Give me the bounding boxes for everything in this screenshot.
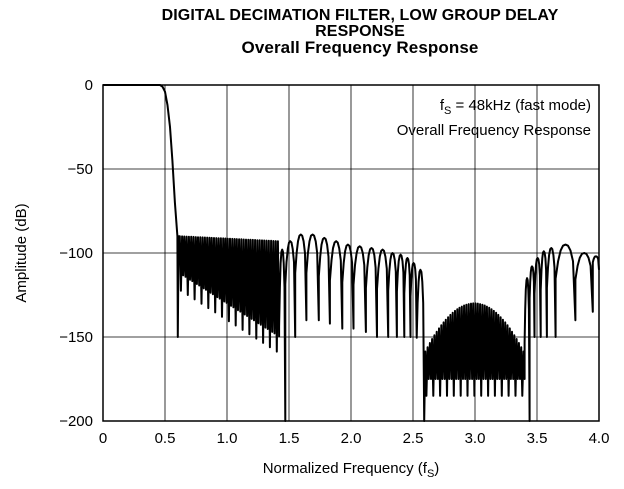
x-tick-label: 2.0 xyxy=(341,430,362,447)
y-axis-label: Amplitude (dB) xyxy=(13,203,30,302)
x-tick-label: 1.0 xyxy=(217,430,238,447)
y-tick-labels: 0 −50 −100 −150 −200 xyxy=(59,77,93,430)
x-tick-label: 3.5 xyxy=(527,430,548,447)
x-axis-label-end: ) xyxy=(434,460,439,477)
chart-title-line1: DIGITAL DECIMATION FILTER, LOW GROUP DEL… xyxy=(161,7,559,24)
series-curve xyxy=(103,84,600,422)
y-tick-label: −150 xyxy=(59,329,93,346)
x-tick-label: 0.5 xyxy=(155,430,176,447)
x-axis-label: Normalized Frequency (fS) xyxy=(263,460,440,480)
x-axis-label-main: Normalized Frequency (f xyxy=(263,460,428,477)
y-tick-label: 0 xyxy=(85,77,93,94)
annotation-description: Overall Frequency Response xyxy=(397,122,591,139)
annotation-sample-rate: fS = 48kHz (fast mode) xyxy=(440,97,591,117)
x-tick-label: 4.0 xyxy=(589,430,610,447)
chart-title-line2: RESPONSE xyxy=(315,23,405,40)
plot-frame xyxy=(102,84,600,422)
annotation-rate: = 48kHz (fast mode) xyxy=(451,97,591,114)
x-tick-label: 1.5 xyxy=(279,430,300,447)
chart-subtitle: Overall Frequency Response xyxy=(241,38,479,57)
y-tick-label: −100 xyxy=(59,245,93,262)
annotation-sub: S xyxy=(444,105,451,117)
y-tick-label: −50 xyxy=(68,161,93,178)
y-tick-label: −200 xyxy=(59,413,93,430)
x-tick-labels: 0 0.5 1.0 1.5 2.0 2.5 3.0 3.5 4.0 xyxy=(99,430,610,447)
x-axis-label-sub: S xyxy=(427,468,434,480)
x-tick-label: 0 xyxy=(99,430,107,447)
x-tick-label: 3.0 xyxy=(465,430,486,447)
annotation-f: f xyxy=(440,97,445,114)
x-tick-label: 2.5 xyxy=(403,430,424,447)
